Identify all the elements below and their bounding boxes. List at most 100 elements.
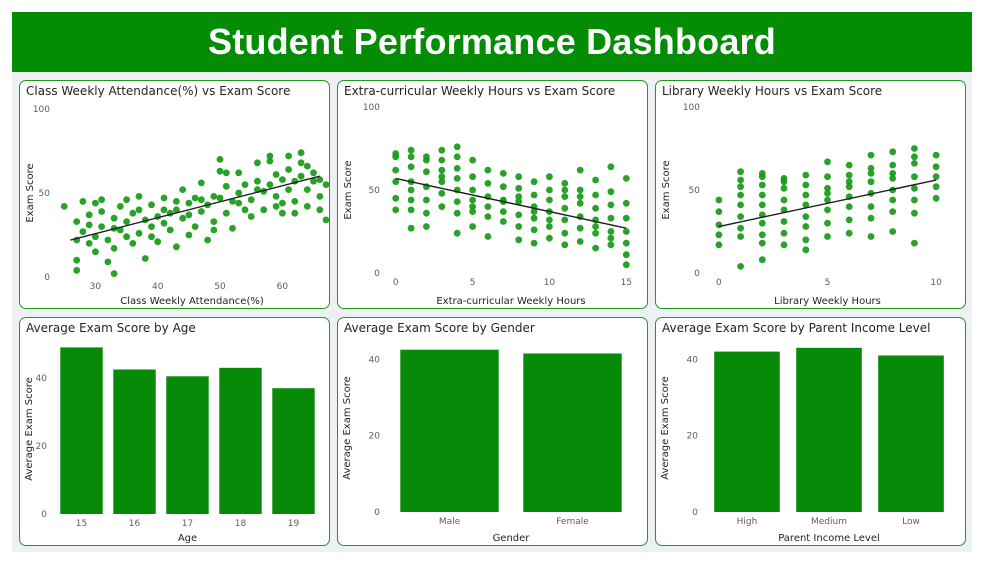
scatter-point (622, 239, 630, 247)
scatter-point (438, 173, 446, 181)
scatter-point (561, 241, 569, 249)
scatter-point (148, 233, 155, 241)
scatter-point (499, 170, 507, 177)
scatter-point (303, 162, 311, 170)
scatter-point (867, 151, 875, 159)
scatter-point (129, 240, 137, 247)
x-tick-label: Female (556, 517, 589, 527)
scatter-point (484, 213, 492, 221)
x-tick-label: 19 (288, 519, 300, 529)
scatter-point (515, 173, 523, 181)
scatter-point (780, 178, 788, 186)
scatter-point (824, 189, 831, 197)
scatter-point (824, 196, 831, 204)
scatter-point (392, 206, 400, 214)
scatter-point (499, 208, 507, 215)
scatter-point (802, 201, 810, 209)
scatter-point (845, 203, 853, 210)
scatter-point (715, 241, 723, 249)
scatter-point (438, 166, 446, 174)
scatter-point (867, 203, 875, 210)
scatter-point (824, 173, 831, 181)
scatter-point (845, 183, 853, 191)
x-axis-label: Age (178, 533, 197, 544)
scatter-point (530, 208, 538, 215)
scatter-point (135, 206, 143, 214)
scatter-point (210, 226, 218, 234)
scatter-point (576, 186, 584, 194)
scatter-point (824, 184, 831, 192)
scatter-point (110, 245, 118, 252)
scatter-point (737, 168, 744, 176)
y-axis-label: Average Exam Score (660, 376, 671, 480)
scatter-point (824, 233, 831, 240)
scatter-point (407, 163, 415, 171)
x-tick-label: 0 (716, 278, 722, 288)
scatter-point (622, 228, 630, 235)
income-bar-card[interactable]: Average Exam Score by Parent Income Leve… (655, 317, 966, 546)
scatter-point (758, 181, 766, 189)
scatter-point (407, 153, 415, 161)
scatter-point (438, 178, 446, 186)
scatter-point (780, 218, 788, 225)
scatter-point (622, 199, 630, 207)
scatter-point (867, 233, 875, 240)
scatter-point (210, 193, 218, 200)
scatter-point (173, 198, 180, 205)
y-tick-label: 20 (369, 432, 381, 442)
scatter-point (104, 258, 112, 266)
scatter-point (932, 173, 940, 181)
x-tick-label: 40 (152, 282, 164, 292)
y-axis-label: Exam Score (25, 163, 36, 222)
scatter-point (911, 239, 918, 247)
scatter-point (92, 233, 99, 241)
scatter-point (469, 208, 476, 215)
y-tick-label: 100 (363, 103, 380, 113)
gender-bar-card[interactable]: Average Exam Score by Gender Average Exa… (337, 317, 648, 546)
scatter-point (469, 186, 476, 194)
scatter-point (845, 171, 853, 179)
scatter-point (316, 206, 324, 214)
scatter-point (737, 176, 744, 184)
x-axis-label: Extra-curricular Weekly Hours (436, 296, 585, 307)
x-tick-label: 5 (825, 278, 831, 288)
scatter-point (737, 233, 744, 240)
scatter-point (607, 163, 615, 171)
scatter-point (758, 219, 766, 227)
chart-title: Average Exam Score by Age (26, 321, 196, 335)
y-tick-label: 100 (33, 105, 50, 115)
scatter-point (392, 194, 400, 202)
extracurricular-scatter-card[interactable]: Extra-curricular Weekly Hours vs Exam Sc… (337, 80, 648, 309)
scatter-point (561, 216, 569, 224)
scatter-point (316, 193, 324, 200)
scatter-point (92, 248, 99, 256)
scatter-point (780, 196, 788, 204)
bar (714, 351, 780, 512)
attendance-scatter-card[interactable]: Class Weekly Attendance(%) vs Exam Score… (19, 80, 330, 309)
scatter-point (285, 166, 292, 173)
bar (166, 376, 209, 514)
scatter-point (272, 171, 280, 178)
scatter-point (824, 219, 831, 227)
library-scatter-card[interactable]: Library Weekly Hours vs Exam Score Exam … (655, 80, 966, 309)
y-tick-label: 40 (36, 374, 48, 384)
scatter-point (453, 143, 461, 151)
x-tick-label: Medium (811, 517, 847, 527)
x-tick-label: 18 (235, 519, 247, 529)
scatter-point (845, 229, 853, 237)
scatter-point (576, 224, 584, 232)
y-tick-label: 20 (36, 442, 48, 452)
scatter-point (285, 186, 292, 193)
age-bar-card[interactable]: Average Exam Score by Age Average Exam S… (19, 317, 330, 546)
y-tick-label: 0 (374, 508, 380, 518)
scatter-point (160, 206, 168, 214)
scatter-point (867, 214, 875, 222)
scatter-point (932, 151, 940, 159)
scatter-point (322, 181, 329, 188)
scatter-point (515, 193, 523, 200)
bar (113, 369, 156, 514)
scatter-point (576, 199, 584, 207)
scatter-point (407, 186, 415, 194)
scatter-point (911, 153, 918, 161)
y-tick-label: 40 (369, 355, 381, 365)
